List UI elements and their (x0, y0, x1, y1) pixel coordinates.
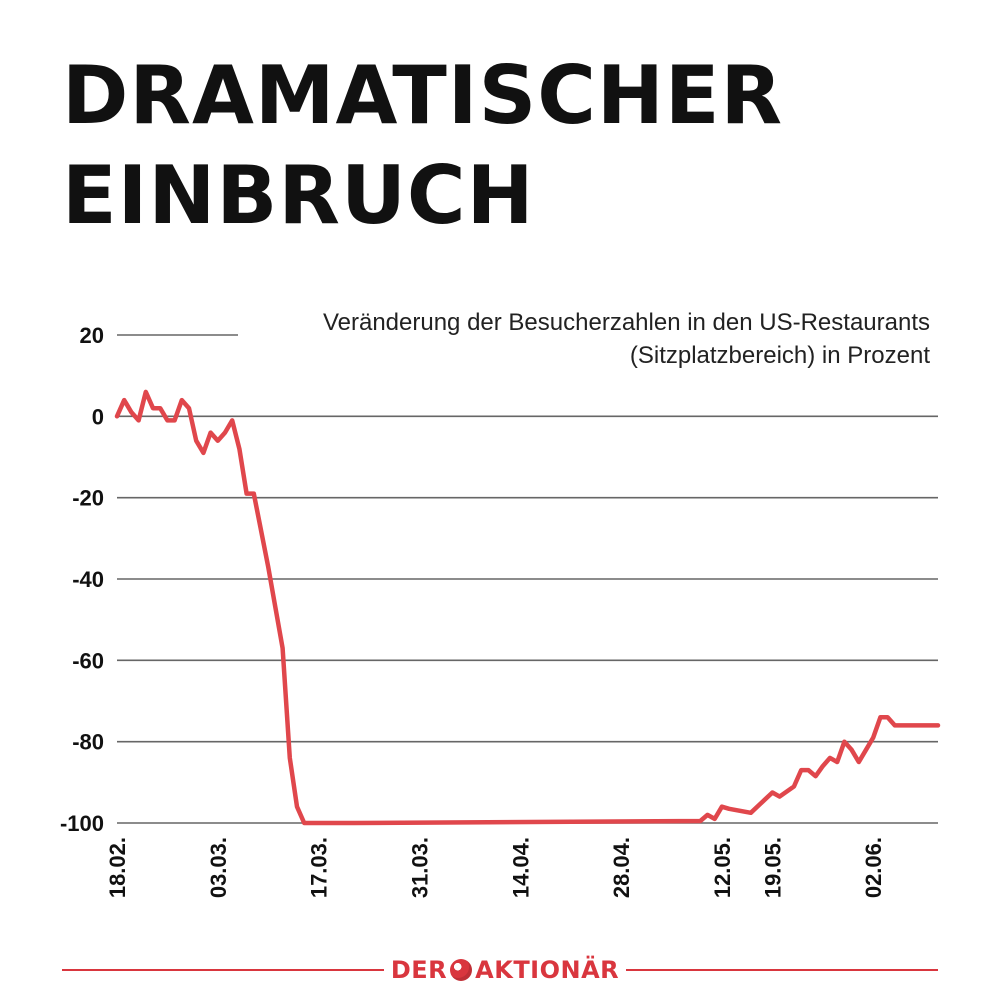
chart-title: DRAMATISCHER EINBRUCH (62, 46, 783, 246)
y-tick-label: -40 (72, 567, 104, 592)
footer-rule-left (62, 969, 384, 971)
x-tick-label: 18.02. (105, 837, 130, 898)
x-axis-tick-labels: 18.02. 03.03. 17.03. 31.03. 14.04. 28.04. 12.0… (105, 837, 886, 898)
y-axis-tick-labels: 20 0 -20 -40 -60 -80 -100 (60, 323, 104, 836)
logo-text-der: DER (390, 956, 448, 984)
title-line-1: DRAMATISCHER (62, 49, 784, 142)
series-line (114, 389, 941, 826)
brand-logo: DER AKTIONÄR (390, 952, 620, 988)
title-line-2: EINBRUCH (62, 149, 535, 242)
y-tick-label: -20 (72, 486, 104, 511)
x-tick-label: 14.04. (508, 837, 533, 898)
footer-rule-right (626, 969, 938, 971)
subtitle-line-1: Veränderung der Besucherzahlen in den US… (322, 309, 930, 336)
y-tick-label: 0 (92, 404, 104, 429)
logo-text-aktionaer: AKTIONÄR (475, 956, 620, 984)
series-group (114, 389, 941, 826)
x-tick-label: 12.05. (710, 837, 735, 898)
y-tick-label: -60 (72, 648, 104, 673)
x-tick-label: 17.03. (307, 837, 332, 898)
chart-subtitle: Veränderung der Besucherzahlen in den US… (230, 306, 930, 372)
x-tick-label: 28.04. (609, 837, 634, 898)
gridlines (117, 334, 938, 824)
y-tick-label: -80 (72, 730, 104, 755)
x-tick-label: 03.03. (206, 837, 231, 898)
x-tick-label: 02.06. (861, 837, 886, 898)
subtitle-line-2: (Sitzplatzbereich) in Prozent (629, 342, 930, 369)
x-tick-label: 19.05. (760, 837, 785, 898)
globe-icon (450, 959, 473, 981)
y-tick-label: 20 (80, 323, 104, 348)
x-tick-label: 31.03. (407, 837, 432, 898)
line-chart: 20 0 -20 -40 -60 -80 -100 18.02. 03.03. 17.03. 31… (60, 323, 941, 898)
y-tick-label: -100 (60, 811, 104, 836)
